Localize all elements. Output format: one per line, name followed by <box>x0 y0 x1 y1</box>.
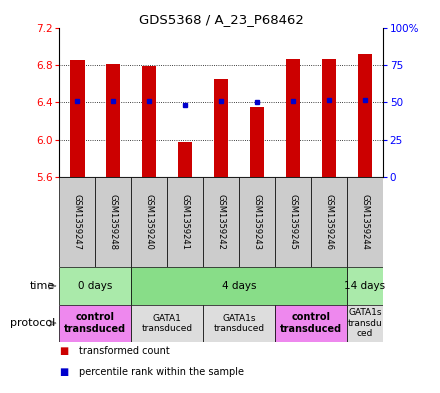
Text: 0 days: 0 days <box>78 281 113 291</box>
Text: protocol: protocol <box>10 318 55 328</box>
Text: ■: ■ <box>59 346 69 356</box>
Bar <box>203 305 275 342</box>
Title: GDS5368 / A_23_P68462: GDS5368 / A_23_P68462 <box>139 13 304 26</box>
Text: GSM1359244: GSM1359244 <box>360 194 369 250</box>
Bar <box>203 177 239 267</box>
Text: GSM1359243: GSM1359243 <box>253 194 261 250</box>
Bar <box>347 305 383 342</box>
Bar <box>311 177 347 267</box>
Bar <box>106 64 121 177</box>
Bar <box>239 177 275 267</box>
Text: time: time <box>30 281 55 291</box>
Text: GATA1s
transduced: GATA1s transduced <box>213 314 264 333</box>
Bar <box>167 177 203 267</box>
Text: GATA1
transduced: GATA1 transduced <box>142 314 193 333</box>
Bar <box>286 59 300 177</box>
Bar <box>142 66 157 177</box>
Text: control
transduced: control transduced <box>64 312 126 334</box>
Bar <box>347 267 383 305</box>
Text: GSM1359245: GSM1359245 <box>289 194 297 250</box>
Bar <box>275 177 311 267</box>
Text: percentile rank within the sample: percentile rank within the sample <box>79 367 244 377</box>
Bar <box>95 177 131 267</box>
Text: transformed count: transformed count <box>79 346 170 356</box>
Bar <box>59 177 95 267</box>
Bar <box>59 305 131 342</box>
Bar <box>131 305 203 342</box>
Text: GATA1s
transdu
ced: GATA1s transdu ced <box>348 309 382 338</box>
Text: control
transduced: control transduced <box>280 312 342 334</box>
Bar <box>131 267 347 305</box>
Text: GSM1359241: GSM1359241 <box>181 194 190 250</box>
Text: GSM1359247: GSM1359247 <box>73 194 82 250</box>
Bar <box>59 267 131 305</box>
Text: 4 days: 4 days <box>222 281 257 291</box>
Bar <box>131 177 167 267</box>
Text: GSM1359240: GSM1359240 <box>145 194 154 250</box>
Bar <box>250 107 264 177</box>
Text: GSM1359242: GSM1359242 <box>216 194 226 250</box>
Bar <box>322 59 336 177</box>
Text: ■: ■ <box>59 367 69 377</box>
Bar <box>70 60 84 177</box>
Text: GSM1359246: GSM1359246 <box>324 194 334 250</box>
Bar <box>178 142 192 177</box>
Text: 14 days: 14 days <box>344 281 385 291</box>
Bar <box>347 177 383 267</box>
Bar <box>275 305 347 342</box>
Bar <box>214 79 228 177</box>
Text: GSM1359248: GSM1359248 <box>109 194 118 250</box>
Bar <box>358 53 372 177</box>
